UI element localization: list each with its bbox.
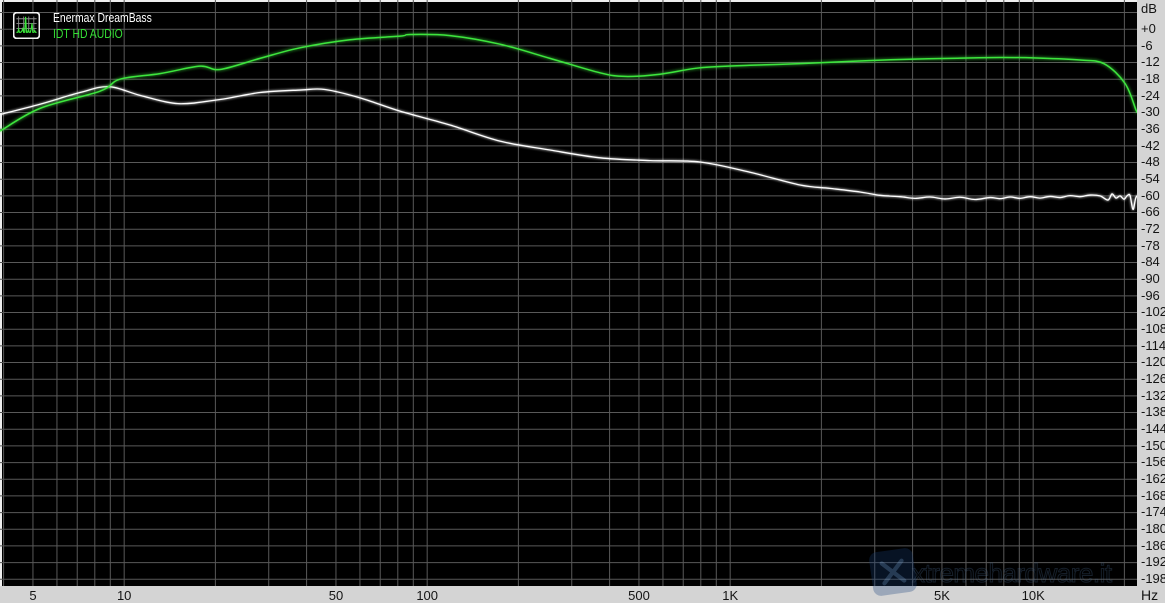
svg-text:xtremehardware.it: xtremehardware.it: [912, 558, 1113, 588]
